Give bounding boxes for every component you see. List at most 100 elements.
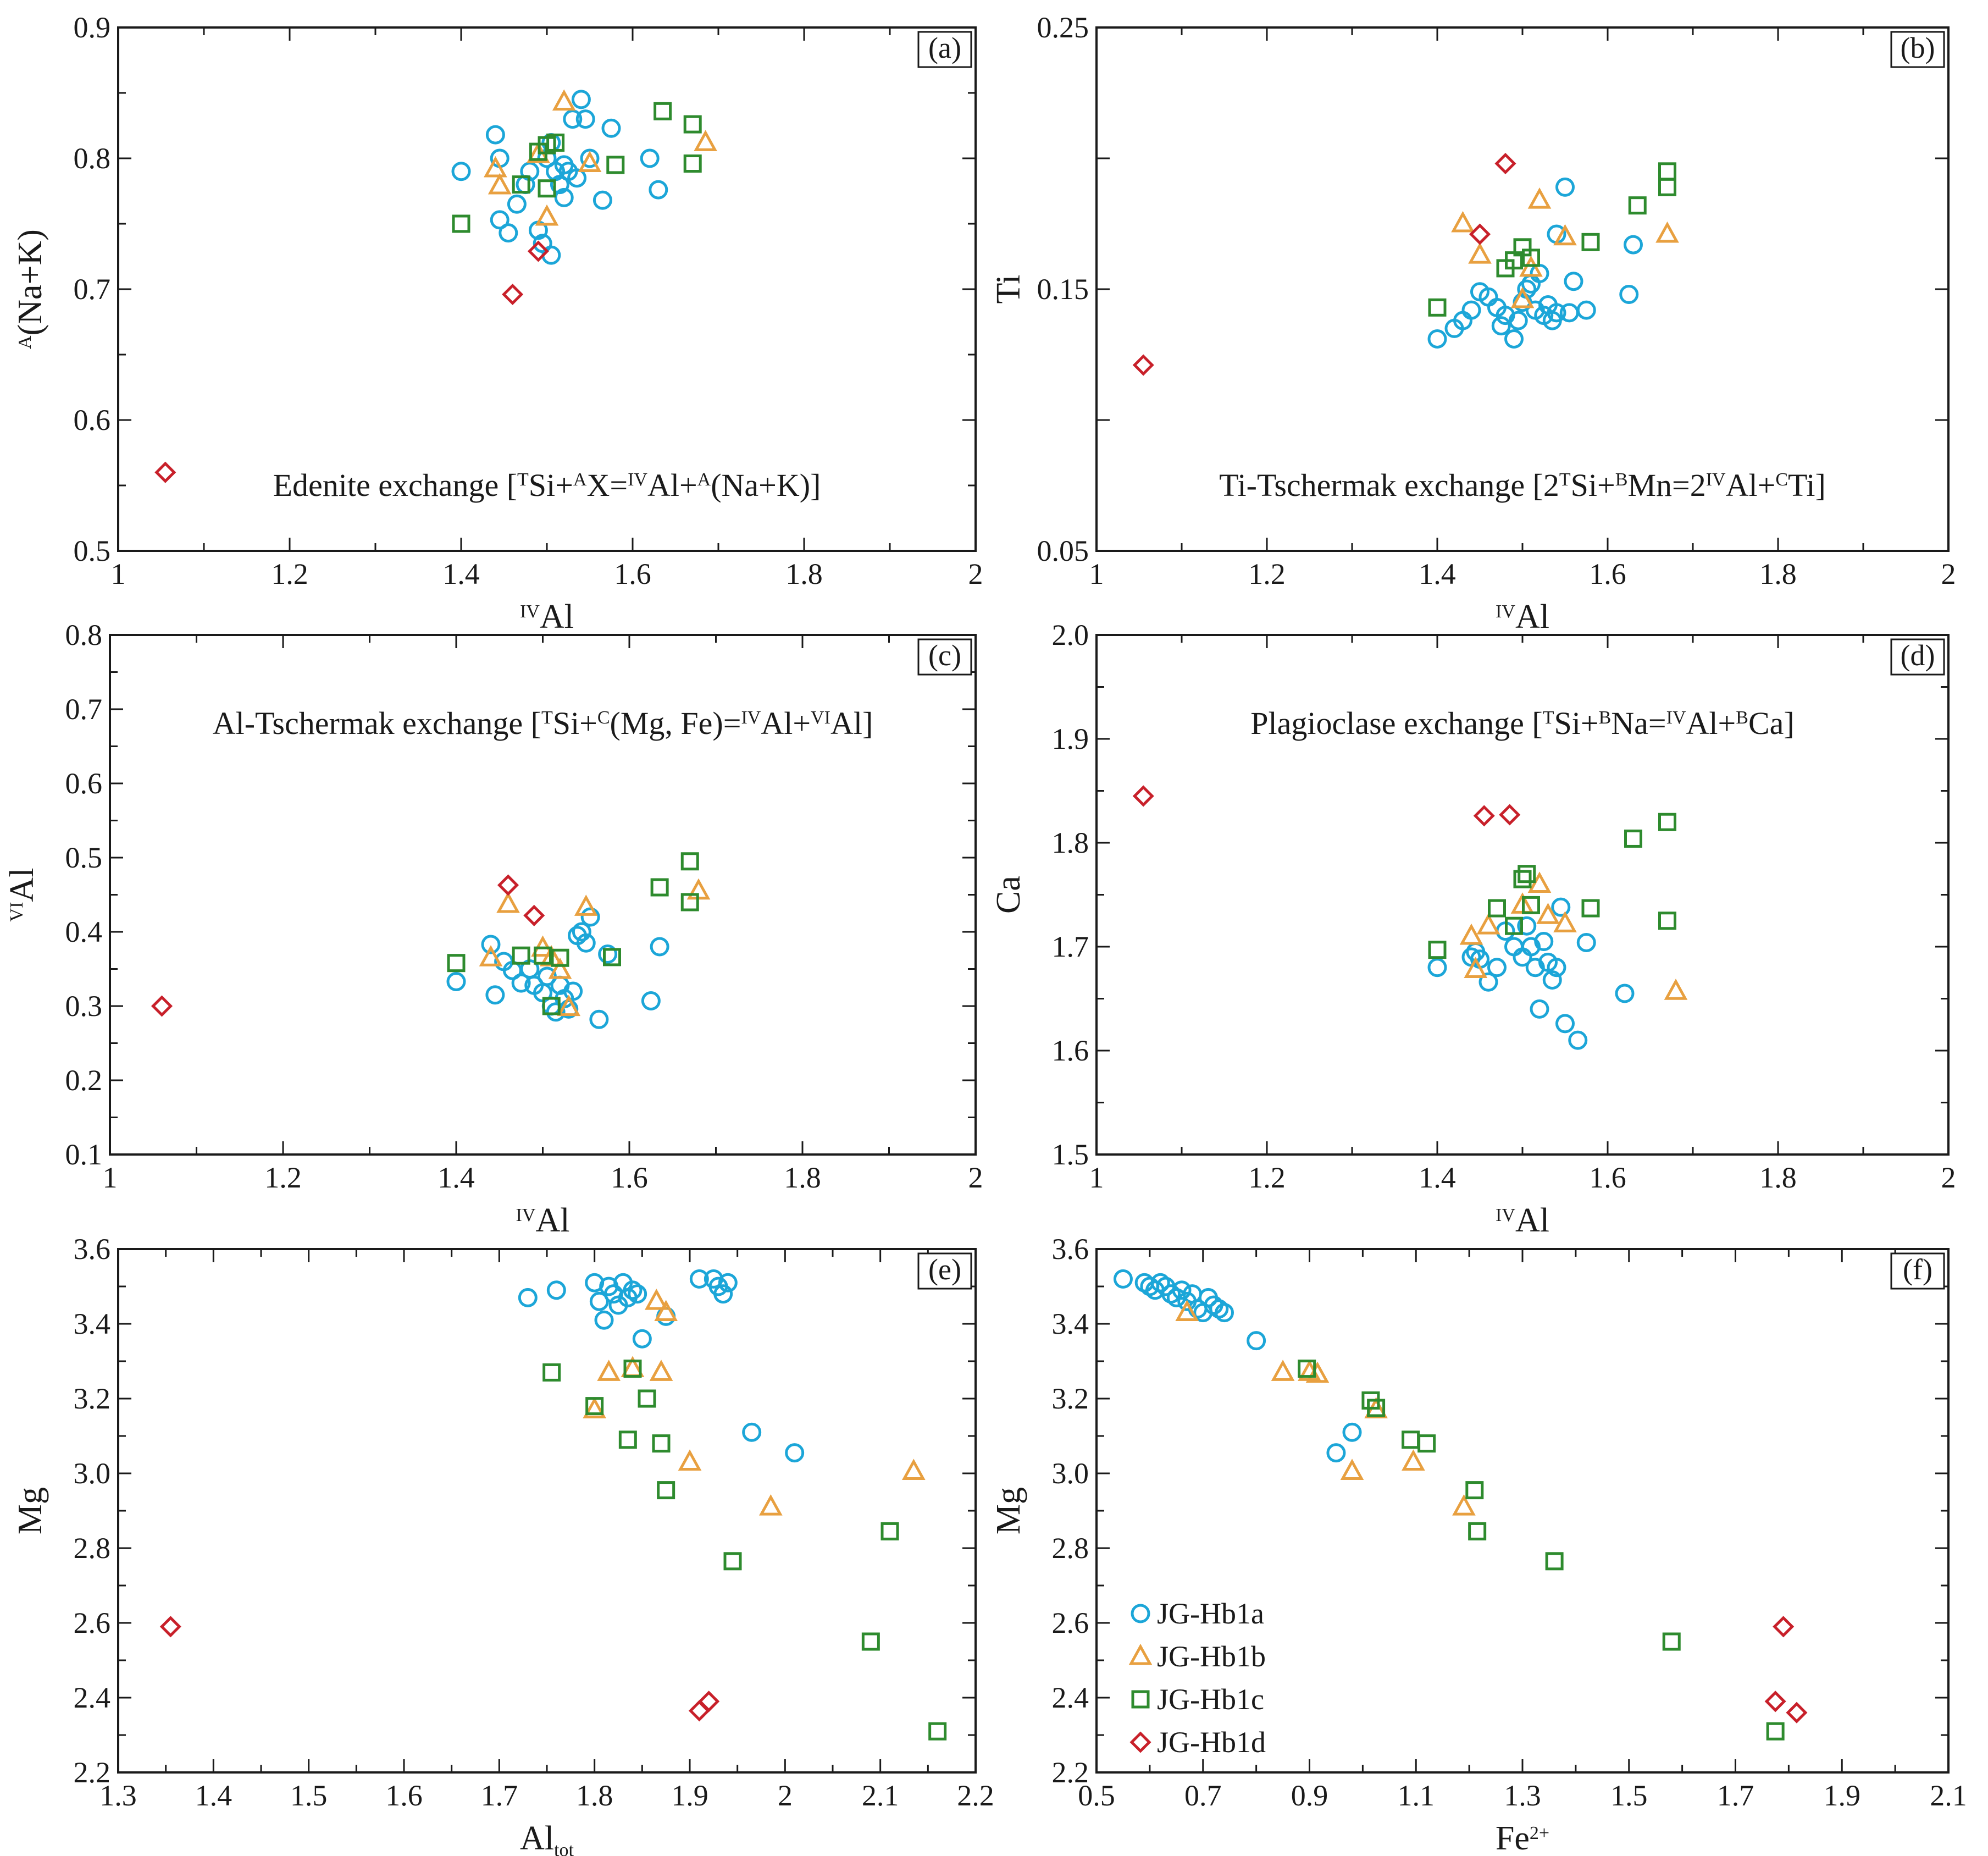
data-point-jg-hb1b bbox=[557, 995, 581, 1017]
data-point-jg-hb1d bbox=[1132, 785, 1154, 807]
series-jg-hb1b bbox=[1459, 871, 1688, 1000]
data-point-jg-hb1b bbox=[1553, 224, 1577, 246]
data-point-jg-hb1b bbox=[574, 894, 598, 916]
data-point-jg-hb1c bbox=[861, 1632, 880, 1651]
y-tick-label: 1.7 bbox=[1052, 930, 1089, 963]
panel-label-box bbox=[1890, 1252, 1945, 1290]
x-tick-label: 1.4 bbox=[442, 557, 480, 590]
data-point-jg-hb1c bbox=[618, 1430, 637, 1449]
y-tick-label: 3.0 bbox=[1052, 1457, 1089, 1490]
y-tick-label: 3.2 bbox=[74, 1382, 111, 1415]
data-point-jg-hb1b bbox=[535, 204, 559, 226]
series-jg-hb1d bbox=[1764, 1616, 1808, 1724]
panel-a-edenite-exchange: 1 1.2 1.4 1.6 1.8 2 0.5 0.6 0.7 0.8 0.9 (a) Edenite … bbox=[12, 11, 983, 636]
data-point-jg-hb1d bbox=[523, 904, 545, 926]
data-point-jg-hb1a bbox=[1508, 311, 1528, 330]
data-point-jg-hb1a bbox=[511, 973, 531, 993]
legend-entry-jg-hb1a: JG-Hb1a bbox=[1131, 1597, 1264, 1630]
data-point-jg-hb1d bbox=[1786, 1702, 1808, 1724]
data-point-jg-hb1a bbox=[546, 1280, 566, 1300]
data-point-jg-hb1b bbox=[1553, 911, 1577, 932]
data-point-jg-hb1a bbox=[1326, 1443, 1346, 1463]
y-tick-label: 3.4 bbox=[1052, 1307, 1089, 1340]
x-axis-label: IVAl bbox=[520, 598, 574, 636]
y-tick-label: 0.6 bbox=[74, 404, 111, 437]
y-tick-label: 0.5 bbox=[65, 841, 103, 874]
data-point-jg-hb1c bbox=[683, 154, 702, 173]
x-tick-label: 1.4 bbox=[438, 1161, 475, 1194]
exchange-annotation: Al-Tschermak exchange [TSi+C(Mg, Fe)=IVA… bbox=[213, 705, 873, 741]
exchange-annotation: Ti-Tschermak exchange [2TSi+BMn=2IVAl+CT… bbox=[1219, 467, 1826, 503]
x-tick-label: 1.1 bbox=[1398, 1779, 1435, 1812]
data-point-jg-hb1a bbox=[580, 148, 600, 168]
legend-label: JG-Hb1d bbox=[1157, 1726, 1266, 1759]
x-axis-label: IVAl bbox=[1496, 598, 1549, 636]
y-tick-label: 1.8 bbox=[1052, 826, 1089, 859]
data-point-jg-hb1a bbox=[649, 180, 668, 200]
x-axis-label: Altot bbox=[520, 1820, 574, 1856]
data-point-jg-hb1a bbox=[563, 981, 583, 1001]
data-point-jg-hb1a bbox=[1487, 958, 1507, 977]
data-point-jg-hb1c bbox=[542, 997, 561, 1015]
data-point-jg-hb1a bbox=[785, 1443, 805, 1463]
y-tick-label: 1.5 bbox=[1052, 1138, 1089, 1171]
y-tick-label: 2.2 bbox=[74, 1756, 111, 1789]
series-jg-hb1c bbox=[1428, 162, 1676, 317]
data-point-jg-hb1c bbox=[1417, 1434, 1436, 1453]
data-point-jg-hb1c bbox=[1658, 178, 1676, 196]
data-point-jg-hb1b bbox=[1402, 1449, 1425, 1471]
series-jg-hb1b bbox=[484, 89, 717, 226]
legend-label: JG-Hb1c bbox=[1157, 1683, 1264, 1716]
panel-label-box bbox=[1890, 31, 1945, 68]
data-point-jg-hb1a bbox=[1427, 329, 1447, 349]
data-point-jg-hb1c bbox=[1545, 1552, 1564, 1571]
legend-entry-jg-hb1b: JG-Hb1b bbox=[1128, 1640, 1266, 1673]
x-tick-label: 1.5 bbox=[290, 1779, 328, 1812]
y-tick-label: 3.6 bbox=[74, 1233, 111, 1266]
y-axis-label: Ca bbox=[990, 876, 1027, 914]
data-point-jg-hb1a bbox=[1551, 897, 1571, 917]
data-point-jg-hb1a bbox=[554, 187, 574, 207]
data-point-jg-hb1b bbox=[1510, 286, 1535, 308]
y-tick-label: 2.4 bbox=[74, 1681, 111, 1714]
y-tick-label: 2.4 bbox=[1052, 1681, 1089, 1714]
data-point-jg-hb1a bbox=[563, 109, 583, 129]
legend-entry-jg-hb1d: JG-Hb1d bbox=[1129, 1726, 1266, 1759]
data-point-jg-hb1a bbox=[1427, 958, 1447, 977]
data-point-jg-hb1b bbox=[678, 1449, 702, 1471]
data-point-jg-hb1c bbox=[1522, 896, 1540, 914]
y-axis-label: VIAl bbox=[3, 868, 41, 922]
data-point-jg-hb1c bbox=[1505, 916, 1523, 935]
data-point-jg-hb1c bbox=[542, 1363, 561, 1382]
data-point-jg-hb1b bbox=[1271, 1360, 1295, 1381]
data-point-jg-hb1a bbox=[1555, 1014, 1575, 1034]
data-point-jg-hb1c bbox=[1465, 1481, 1484, 1500]
x-tick-label: 0.7 bbox=[1184, 1779, 1222, 1812]
panel-b-ti-tschermak-exchange: 1 1.2 1.4 1.6 1.8 2 0.05 0.15 0.25 (b) Ti-Tscherma… bbox=[990, 11, 1956, 636]
panel-label-box bbox=[917, 1252, 972, 1290]
panel-e-mg-vs-al-tot: 1.3 1.4 1.5 1.6 1.7 1.8 1.9 2 2.1 2.2 2.2 2.4 2.6 2.8… bbox=[12, 1233, 994, 1856]
data-point-jg-hb1d bbox=[151, 995, 173, 1017]
data-point-jg-hb1c bbox=[652, 1434, 671, 1453]
data-point-jg-hb1c bbox=[650, 878, 669, 897]
x-tick-label: 1.2 bbox=[1248, 1161, 1286, 1194]
data-point-jg-hb1c bbox=[1766, 1722, 1785, 1741]
x-tick-label: 1 bbox=[1089, 557, 1104, 590]
data-point-jg-hb1a bbox=[490, 210, 510, 230]
data-point-jg-hb1a bbox=[1215, 1303, 1234, 1323]
data-point-jg-hb1c bbox=[1522, 248, 1540, 267]
data-point-jg-hb1a bbox=[1534, 932, 1554, 952]
data-point-jg-hb1d bbox=[502, 283, 524, 306]
x-tick-label: 1 bbox=[103, 1161, 118, 1194]
data-point-jg-hb1b bbox=[1452, 1494, 1476, 1516]
legend-label: JG-Hb1a bbox=[1157, 1597, 1264, 1630]
panel-c-al-tschermak-exchange: 1 1.2 1.4 1.6 1.8 2 0.1 0.2 0.3 0.4 0.5 0.6 0.7 0.8 (c… bbox=[3, 618, 983, 1239]
panel-label-box bbox=[917, 638, 972, 676]
data-point-jg-hb1c bbox=[512, 175, 530, 194]
data-point-jg-hb1a bbox=[632, 1329, 652, 1349]
data-point-jg-hb1c bbox=[1488, 899, 1506, 918]
y-tick-label: 3.2 bbox=[1052, 1382, 1089, 1415]
data-point-jg-hb1b bbox=[1459, 923, 1483, 945]
series-jg-hb1c bbox=[452, 102, 702, 233]
data-point-jg-hb1c bbox=[638, 1389, 656, 1408]
